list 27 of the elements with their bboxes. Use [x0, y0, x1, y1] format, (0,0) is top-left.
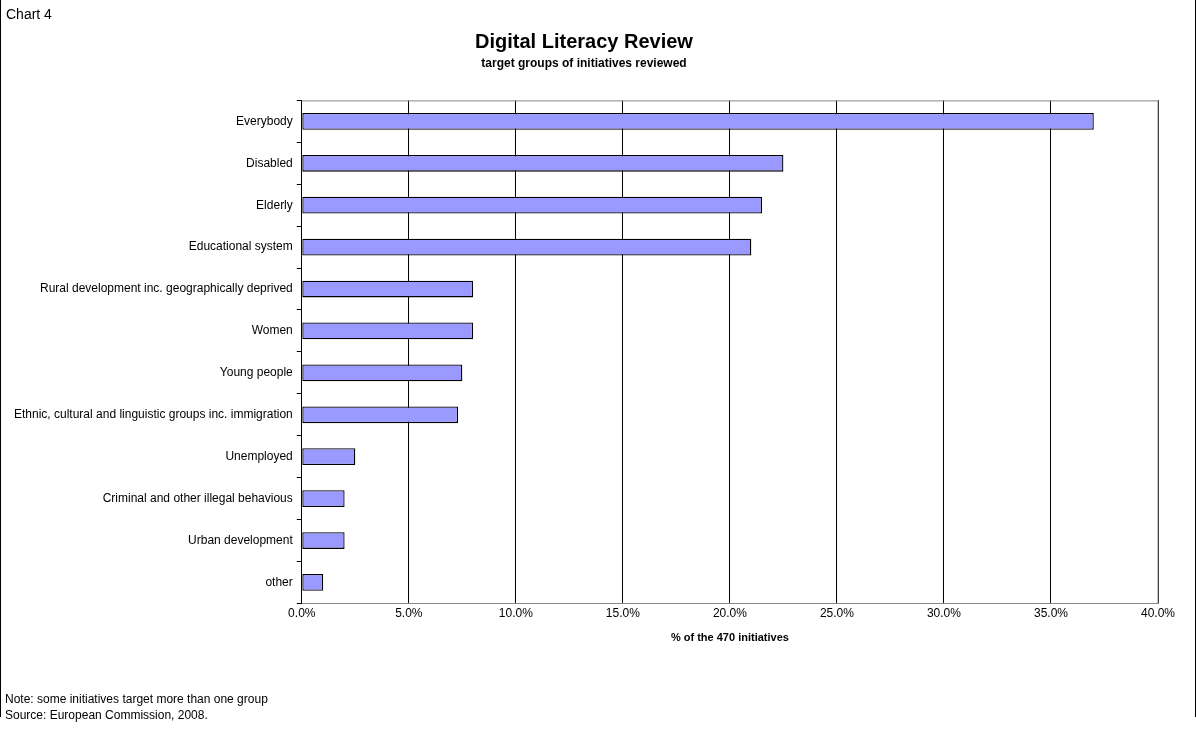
y-tick-label: Criminal and other illegal behavious: [102, 490, 293, 505]
y-tick-label: Everybody: [236, 113, 293, 128]
chart-title: Digital Literacy Review: [475, 29, 694, 52]
x-tick-label: 15.0%: [605, 605, 641, 620]
x-axis-title: % of the 470 initiatives: [670, 631, 789, 644]
y-tick-label: Women: [251, 323, 293, 338]
x-tick-label: 35.0%: [1033, 605, 1069, 620]
y-tick-label: Young people: [219, 365, 294, 380]
y-tick-label: Educational system: [188, 239, 293, 254]
x-tick-label: 10.0%: [498, 605, 534, 620]
y-tick-label: Ethnic, cultural and linguistic groups inc. immigration: [14, 407, 293, 422]
y-tick-label: Unemployed: [225, 449, 293, 463]
x-tick-label: 30.0%: [926, 605, 962, 620]
text: Note: some initiatives target more than one group: [5, 692, 268, 706]
y-tick-label: Elderly: [256, 197, 293, 212]
y-tick-label: Urban development: [188, 532, 294, 547]
chart-subtitle: target groups of initiatives reviewed: [481, 55, 687, 70]
x-tick-label: 0.0%: [288, 605, 316, 620]
y-tick-label: Disabled: [246, 155, 293, 170]
source-note: Source: European Commission, 2008.: [5, 708, 208, 722]
y-tick-label: other: [265, 574, 293, 589]
x-tick-label: 40.0%: [1140, 605, 1176, 620]
caption: Chart 4: [6, 6, 52, 22]
x-tick-label: 5.0%: [395, 605, 423, 620]
y-tick-label: Rural development inc. geographically deprived: [39, 281, 293, 296]
x-tick-label: 20.0%: [712, 605, 748, 620]
x-tick-label: 25.0%: [819, 605, 855, 620]
